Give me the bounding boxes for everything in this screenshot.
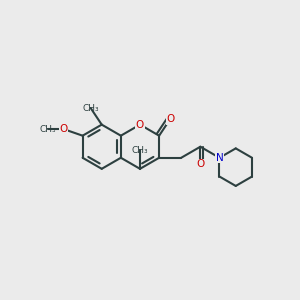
Text: O: O (196, 159, 205, 170)
Text: O: O (166, 114, 174, 124)
Text: O: O (59, 124, 68, 134)
Text: N: N (216, 153, 224, 163)
Text: O: O (136, 120, 144, 130)
Text: CH₃: CH₃ (82, 103, 99, 112)
Text: CH₃: CH₃ (132, 146, 148, 154)
Text: CH₃: CH₃ (40, 124, 56, 134)
